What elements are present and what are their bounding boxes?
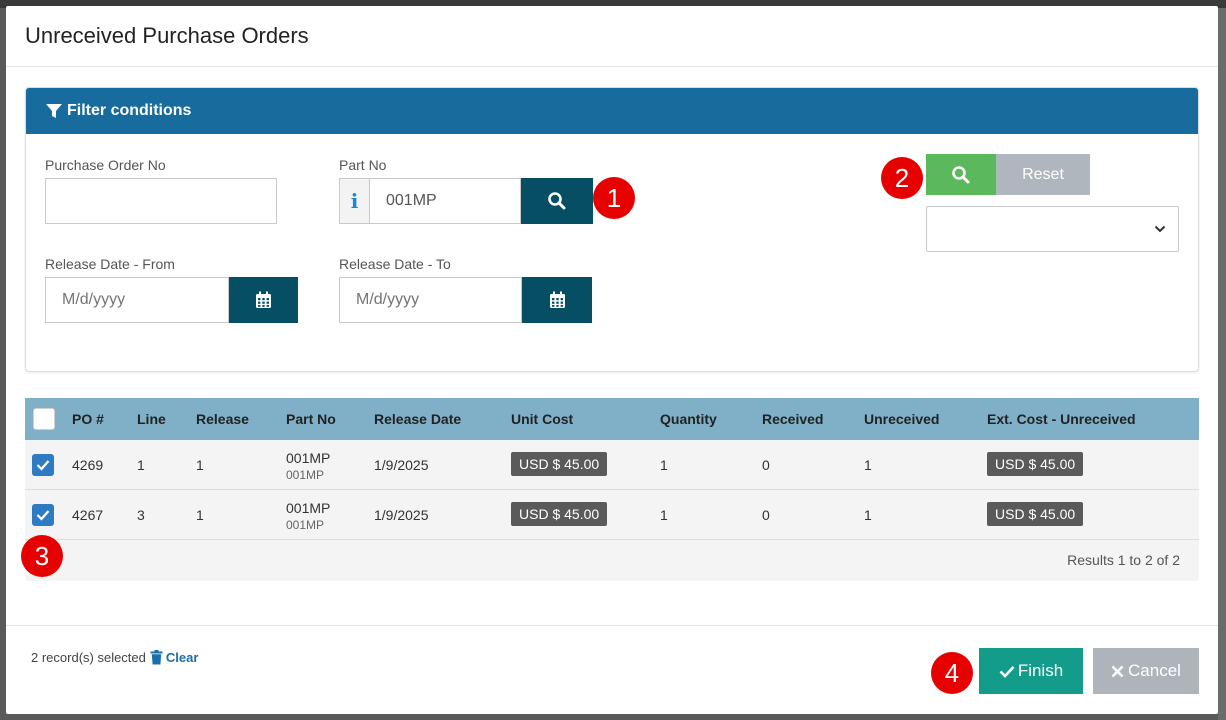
finish-label: Finish: [1017, 661, 1064, 680]
release-from-calendar-button[interactable]: [229, 277, 298, 323]
table-row[interactable]: 4267 3 1 001MP 001MP 1/9/2025 USD $ 45.0…: [25, 490, 1199, 540]
search-icon: [548, 192, 566, 210]
chevron-down-icon: [1154, 225, 1166, 233]
backdrop-top: [0, 0, 1226, 8]
check-icon: [999, 665, 1015, 678]
cell-part-sub: 001MP: [286, 468, 325, 482]
cell-part-no: 001MP: [286, 500, 331, 516]
cell-unit-cost: USD $ 45.00: [511, 502, 608, 526]
cancel-label: Cancel: [1128, 661, 1181, 680]
modal-footer: 2 record(s) selected Clear 4 Finish Canc…: [6, 625, 1218, 714]
calendar-icon: [256, 291, 271, 308]
callout-badge-2: 2: [881, 157, 923, 199]
release-to-label: Release Date - To: [339, 256, 451, 272]
callout-badge-1: 1: [593, 177, 635, 219]
row-checkbox[interactable]: [32, 504, 54, 526]
saved-filter-select[interactable]: [926, 206, 1179, 252]
header-release[interactable]: Release: [196, 411, 249, 427]
modal-title: Unreceived Purchase Orders: [25, 23, 309, 48]
cell-quantity: 1: [660, 457, 668, 473]
part-no-group: Part No i: [339, 157, 593, 224]
header-received[interactable]: Received: [762, 411, 824, 427]
release-to-input[interactable]: [339, 277, 522, 323]
header-release-date[interactable]: Release Date: [374, 411, 462, 427]
header-unreceived[interactable]: Unreceived: [864, 411, 940, 427]
cell-release-date: 1/9/2025: [374, 457, 429, 473]
po-number-group: Purchase Order No: [45, 157, 277, 224]
po-number-label: Purchase Order No: [45, 157, 166, 173]
cell-part: 001MP 001MP: [286, 450, 330, 482]
cell-line: 3: [137, 507, 145, 523]
cell-ext-cost: USD $ 45.00: [987, 502, 1084, 526]
po-table: PO # Line Release Part No Release Date U…: [25, 398, 1199, 581]
clear-link[interactable]: Clear: [150, 650, 199, 665]
cell-unit-cost: USD $ 45.00: [511, 452, 608, 476]
release-to-group: Release Date - To: [339, 256, 592, 323]
part-no-label: Part No: [339, 157, 387, 173]
select-all-checkbox[interactable]: [33, 408, 55, 430]
release-from-label: Release Date - From: [45, 256, 175, 272]
part-search-button[interactable]: [521, 178, 593, 224]
header-po[interactable]: PO #: [72, 411, 104, 427]
close-icon: [1111, 665, 1124, 677]
search-icon: [952, 165, 970, 183]
header-quantity[interactable]: Quantity: [660, 411, 717, 427]
release-from-group: Release Date - From: [45, 256, 298, 323]
table-header: PO # Line Release Part No Release Date U…: [25, 398, 1199, 440]
header-ext-cost[interactable]: Ext. Cost - Unreceived: [987, 411, 1136, 427]
part-no-input[interactable]: [369, 178, 521, 224]
cell-ext-cost: USD $ 45.00: [987, 452, 1084, 476]
release-to-calendar-button[interactable]: [522, 277, 592, 323]
header-unit-cost[interactable]: Unit Cost: [511, 411, 574, 427]
modal-header: Unreceived Purchase Orders: [6, 6, 1218, 67]
cell-po: 4269: [72, 457, 104, 473]
filter-header-label: Filter conditions: [67, 102, 192, 119]
info-icon[interactable]: i: [339, 178, 369, 224]
cell-quantity: 1: [660, 507, 668, 523]
unreceived-po-modal: Unreceived Purchase Orders Filter condit…: [6, 6, 1218, 714]
filter-header[interactable]: Filter conditions: [26, 88, 1198, 134]
callout-badge-3: 3: [21, 535, 63, 577]
cell-part-sub: 001MP: [286, 518, 325, 532]
cell-release: 1: [196, 457, 204, 473]
cell-part-no: 001MP: [286, 450, 331, 466]
cell-po: 4267: [72, 507, 104, 523]
cell-unreceived: 1: [864, 457, 872, 473]
filter-panel: Filter conditions Purchase Order No Part…: [25, 87, 1199, 372]
header-part-no[interactable]: Part No: [286, 411, 336, 427]
selected-count: 2 record(s) selected: [31, 650, 146, 665]
finish-button[interactable]: Finish: [979, 648, 1083, 694]
callout-badge-4: 4: [931, 652, 973, 694]
results-count: Results 1 to 2 of 2: [1067, 552, 1180, 568]
calendar-icon: [549, 291, 565, 308]
clear-label: Clear: [165, 650, 199, 665]
cell-line: 1: [137, 457, 145, 473]
po-number-input[interactable]: [45, 178, 277, 224]
cell-release-date: 1/9/2025: [374, 507, 429, 523]
backdrop-scrollbar: [1218, 8, 1226, 720]
cell-part: 001MP 001MP: [286, 500, 330, 532]
cancel-button[interactable]: Cancel: [1093, 648, 1199, 694]
filter-icon: [46, 104, 62, 118]
selection-summary: 2 record(s) selected Clear: [31, 650, 198, 665]
cell-received: 0: [762, 457, 770, 473]
row-checkbox[interactable]: [32, 454, 54, 476]
cell-received: 0: [762, 507, 770, 523]
cell-unreceived: 1: [864, 507, 872, 523]
header-line[interactable]: Line: [137, 411, 166, 427]
trash-icon: [150, 650, 163, 665]
check-icon: [36, 460, 50, 471]
reset-button[interactable]: Reset: [996, 154, 1090, 195]
release-from-input[interactable]: [45, 277, 229, 323]
check-icon: [36, 510, 50, 521]
search-button[interactable]: [926, 154, 996, 195]
cell-release: 1: [196, 507, 204, 523]
table-row[interactable]: 4269 1 1 001MP 001MP 1/9/2025 USD $ 45.0…: [25, 440, 1199, 490]
